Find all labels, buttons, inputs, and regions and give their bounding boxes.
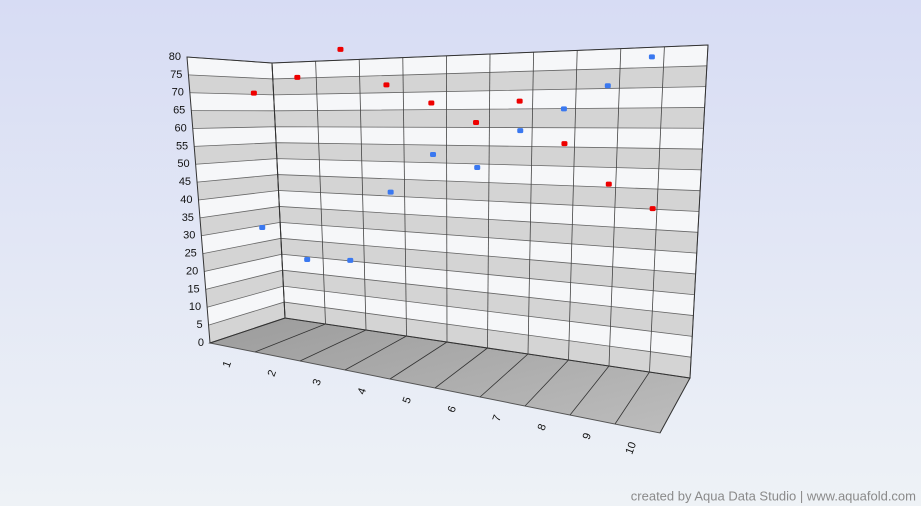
marker <box>430 151 437 157</box>
left-wall-band <box>188 74 274 95</box>
marker <box>294 74 301 80</box>
back-wall-line <box>527 52 534 355</box>
marker <box>383 82 390 88</box>
back-wall-line <box>487 53 491 349</box>
y-tick-label: 70 <box>172 87 184 99</box>
y-tick-label: 15 <box>187 283 199 295</box>
y-tick-label: 65 <box>173 105 185 117</box>
left-wall-band <box>204 254 283 290</box>
floor-line <box>254 323 326 353</box>
left-wall-band <box>198 190 280 218</box>
y-tick-label: 25 <box>185 248 197 260</box>
x-tick-label: 2 <box>266 368 279 378</box>
back-wall-edge <box>271 44 709 379</box>
back-wall-line <box>315 61 326 325</box>
x-tick-label: 3 <box>311 377 324 387</box>
x-tick-label: 10 <box>624 440 639 456</box>
floor-line <box>389 341 448 380</box>
left-wall-band <box>202 238 282 272</box>
marker <box>474 164 481 170</box>
floor-line <box>434 347 488 389</box>
x-tick-label: 8 <box>536 422 549 432</box>
marker <box>517 128 524 134</box>
marker <box>516 98 523 104</box>
y-tick-label: 40 <box>180 194 192 206</box>
marker <box>605 181 612 187</box>
left-wall-band <box>192 126 277 147</box>
marker <box>337 46 344 52</box>
left-wall-band <box>205 270 284 308</box>
y-tick-label: 30 <box>183 230 195 242</box>
marker <box>648 54 655 60</box>
marker <box>560 106 567 112</box>
y-tick-label: 10 <box>189 301 201 313</box>
left-wall-band <box>187 57 273 79</box>
back-wall-line <box>445 55 448 343</box>
marker <box>347 257 354 263</box>
marker <box>304 257 311 263</box>
y-tick-label: 45 <box>179 176 191 188</box>
back-wall-line <box>402 57 407 337</box>
marker <box>428 100 435 106</box>
marker <box>473 120 480 126</box>
y-tick-label: 60 <box>175 122 187 134</box>
x-tick-label: 9 <box>581 431 594 441</box>
back-wall-line <box>358 59 367 331</box>
left-wall-band <box>208 302 285 343</box>
marker <box>604 83 611 89</box>
x-tick-label: 1 <box>221 359 234 369</box>
floor-line <box>524 359 569 407</box>
marker <box>259 224 266 230</box>
back-wall-line <box>649 46 665 373</box>
back-wall-line <box>568 50 578 361</box>
x-tick-label: 5 <box>401 395 414 405</box>
left-wall-band <box>191 110 276 129</box>
left-wall-band <box>199 206 281 236</box>
marker <box>387 189 394 195</box>
x-tick-label: 4 <box>356 386 369 396</box>
x-tick-label: 6 <box>446 404 459 414</box>
left-wall-band <box>197 174 279 200</box>
y-tick-label: 55 <box>176 140 188 152</box>
y-tick-label: 50 <box>177 158 189 170</box>
y-tick-label: 0 <box>198 337 204 349</box>
marker <box>649 206 656 212</box>
left-wall-band <box>189 92 275 111</box>
x-tick-label: 7 <box>491 413 504 423</box>
y-tick-label: 35 <box>182 212 194 224</box>
y-tick-label: 75 <box>170 69 182 81</box>
floor-line <box>344 335 407 371</box>
left-wall-band <box>207 286 285 326</box>
marker <box>561 141 568 147</box>
floor-line <box>569 365 610 416</box>
floor-line <box>614 371 650 425</box>
marker <box>250 90 257 96</box>
floor-line <box>659 377 691 434</box>
y-tick-label: 20 <box>186 265 198 277</box>
floor-line <box>299 329 367 362</box>
back-wall-line <box>608 48 622 367</box>
y-tick-label: 5 <box>196 319 202 331</box>
floor-line <box>479 353 529 398</box>
y-tick-label: 80 <box>169 51 181 63</box>
left-wall-band <box>194 142 277 165</box>
footer: created by Aqua Data Studio | www.aquafo… <box>631 488 916 503</box>
left-wall-band <box>201 222 281 254</box>
